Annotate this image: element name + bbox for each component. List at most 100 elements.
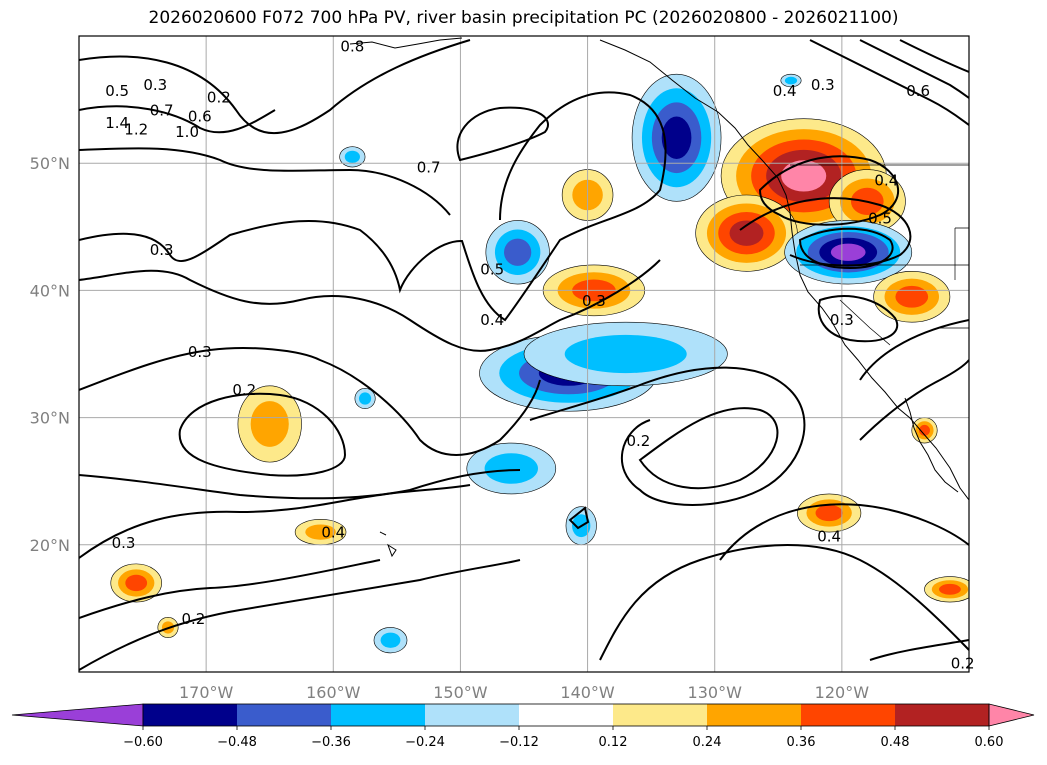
pv-contour-line	[79, 559, 521, 671]
contour-label: 1.2	[124, 120, 148, 138]
precip-patch-level	[358, 392, 372, 405]
pv-contour-line	[869, 639, 969, 661]
precipitation-fill-layer	[110, 73, 969, 654]
baja-coastline	[904, 397, 959, 493]
precip-patch-level	[484, 453, 538, 484]
north-america-coastline	[599, 39, 969, 501]
lat-tick-label: 40°N	[30, 281, 70, 300]
pv-contour-line	[79, 559, 381, 619]
lat-tick-label: 50°N	[30, 154, 70, 173]
lon-tick-label: 140°W	[560, 683, 615, 702]
contour-label: 0.3	[188, 343, 212, 361]
pv-contour-line	[798, 227, 894, 270]
pv-contours	[79, 39, 969, 671]
axis-ticks: 170°W 160°W 150°W 140°W 130°W 120°W 50°N 40°N 30…	[30, 154, 870, 702]
colorbar-segment	[519, 704, 613, 726]
pv-contour-line	[79, 105, 276, 134]
pv-contour-line	[529, 366, 806, 506]
hawaii-islands	[379, 531, 397, 558]
colorbar-segment	[237, 704, 331, 726]
pv-contour-line	[79, 484, 471, 559]
map-frame	[78, 35, 970, 673]
contour-label: 0.5	[480, 260, 504, 278]
colorbar-segment	[143, 704, 237, 726]
contour-label: 0.3	[811, 76, 835, 94]
lat-tick-label: 30°N	[30, 409, 70, 428]
pv-contour-line	[809, 39, 969, 126]
precip-patch-level	[125, 574, 148, 592]
contour-label: 0.3	[143, 76, 167, 94]
precip-patch-level	[895, 285, 929, 308]
pv-contour-line	[739, 197, 912, 267]
contour-label: 0.6	[188, 108, 212, 126]
colorbar-extend-min	[11, 703, 144, 727]
contour-label: 0.4	[480, 311, 504, 329]
contour-label: 0.6	[906, 82, 930, 100]
contour-label: 0.3	[830, 311, 854, 329]
colorbar-tick-label: 0.36	[787, 735, 816, 750]
state-lines	[800, 227, 969, 346]
colorbar-tick-label: 0.60	[975, 735, 1004, 750]
gridlines	[79, 36, 969, 672]
pv-contour-line	[638, 407, 779, 490]
precip-patch-level	[919, 424, 930, 436]
precip-patch-level	[830, 243, 866, 261]
contour-label: 0.5	[868, 209, 892, 227]
pv-contour-line	[859, 359, 969, 441]
colorbar-segment	[425, 704, 519, 726]
pv-contour-line	[568, 506, 590, 530]
pv-contour-line	[859, 39, 969, 99]
precip-patch-level	[781, 160, 827, 192]
pv-contour-line	[79, 259, 661, 352]
colorbar-segment	[613, 704, 707, 726]
colorbar-segment	[895, 704, 989, 726]
colorbar: −0.60 −0.48 −0.36 −0.24 −0.12 0.12 0.24 0.36 0.4…	[11, 703, 1035, 750]
contour-label: 0.2	[951, 655, 975, 673]
precip-patch-level	[939, 583, 961, 595]
precip-patch-level	[564, 334, 687, 374]
colorbar-tick-label: 0.24	[693, 735, 722, 750]
pv-contour-line	[178, 392, 347, 477]
colorbar-extend-max	[988, 703, 1035, 727]
pv-contour-line	[79, 91, 667, 322]
colorbar-segment	[801, 704, 895, 726]
colorbar-tick-label: −0.24	[405, 735, 445, 750]
pv-contour-line	[719, 503, 969, 561]
contour-label: 1.0	[175, 123, 199, 141]
colorbar-tick-label: 0.48	[881, 735, 910, 750]
precip-patch-level	[784, 76, 798, 85]
contour-label: 0.7	[417, 159, 441, 177]
contour-label-layer: 0.3 0.2 0.5 0.7 0.6 1.41.2 1.0 0.3 0.8 0.7 0.5 0.4 0…	[105, 38, 975, 673]
precip-patch-level	[504, 238, 532, 266]
alaska-coastline	[349, 37, 463, 49]
colorbar-tick-label: −0.48	[217, 735, 257, 750]
lon-tick-label: 160°W	[306, 683, 361, 702]
pv-contour-line	[859, 319, 969, 381]
colorbar-tick-label: −0.36	[311, 735, 351, 750]
contour-label: 0.5	[105, 82, 129, 100]
contour-label: 0.4	[874, 171, 898, 189]
pv-contour-line	[899, 39, 969, 73]
precip-patch-level	[815, 504, 843, 522]
precip-patch-level	[380, 632, 401, 648]
precip-patch-level	[305, 524, 336, 540]
precip-patch-level	[729, 220, 764, 246]
contour-label: 0.2	[207, 89, 231, 107]
contour-label: 0.3	[582, 292, 606, 310]
contour-label: 1.4	[105, 114, 129, 132]
colorbar-tick-label: −0.60	[123, 735, 163, 750]
pv-contour-line	[599, 544, 969, 661]
colorbar-segment	[707, 704, 801, 726]
colorbar-frame	[142, 703, 990, 727]
contour-label: 0.4	[817, 527, 841, 545]
contour-label: 0.4	[773, 82, 797, 100]
precip-patch-level	[661, 116, 692, 159]
pv-contour-line	[758, 155, 900, 226]
pv-contour-line	[79, 39, 471, 135]
colorbar-tick-label: 0.12	[599, 735, 628, 750]
lon-tick-label: 150°W	[433, 683, 488, 702]
colorbar-tick-label: −0.12	[499, 735, 539, 750]
precip-patch-level	[344, 150, 360, 163]
lon-tick-label: 120°W	[815, 683, 870, 702]
